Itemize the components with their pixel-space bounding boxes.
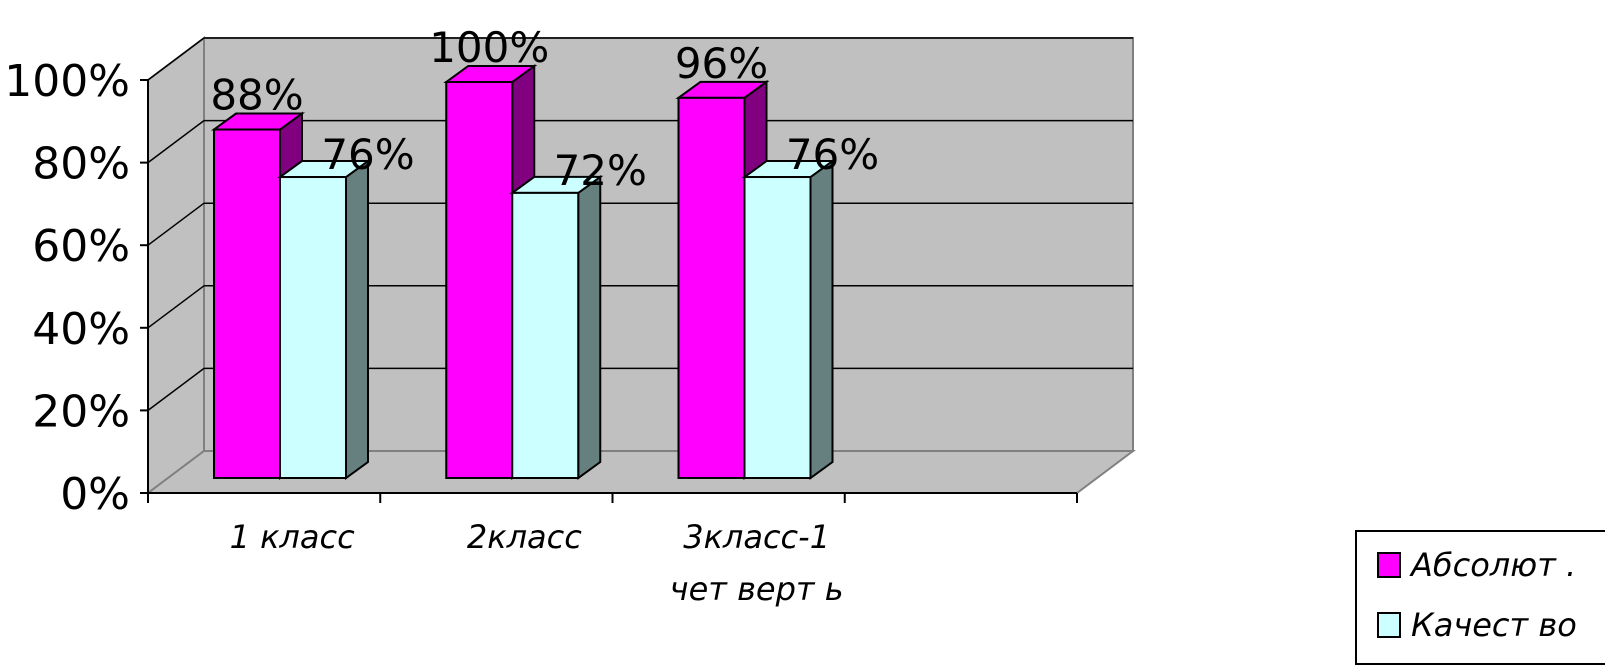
x-tick-label: 3класс-1	[683, 518, 830, 556]
gridline-side	[147, 119, 205, 164]
gridline-side	[147, 202, 205, 246]
y-tick-label: 40%	[32, 304, 130, 355]
data-label: 96%	[675, 39, 768, 88]
gridline-side	[147, 367, 205, 411]
data-labels: 88% 76% 100% 72% 96% 76%	[210, 23, 879, 195]
data-label: 100%	[429, 23, 549, 72]
y-tick-label: 100%	[4, 56, 130, 107]
legend-item-absolute: Абсолют .	[1377, 546, 1576, 584]
y-tick-label: 20%	[32, 386, 130, 437]
x-tick-label: 2класс	[467, 518, 582, 556]
y-axis: 0% 20% 40% 60% 80% 100%	[4, 37, 1133, 520]
bar-front	[743, 176, 812, 479]
legend-swatch-quality	[1377, 612, 1401, 638]
legend: Абсолют . Качест во	[1355, 530, 1605, 665]
data-label: 76%	[786, 130, 879, 179]
x-tick-label: чет верт ь	[670, 570, 844, 608]
bar-side	[809, 159, 834, 480]
legend-label-absolute: Абсолют .	[1411, 546, 1577, 584]
bar-front	[279, 176, 347, 479]
gridline-side	[147, 285, 205, 329]
legend-swatch-absolute	[1377, 552, 1401, 578]
side-wall	[147, 36, 205, 495]
x-tick-label: 1 класс	[230, 518, 356, 556]
bar-side	[577, 174, 602, 480]
legend-label-quality: Качест во	[1411, 606, 1577, 644]
bar-front	[213, 128, 281, 480]
bar-quality-2	[509, 174, 604, 480]
y-tick-label: 0%	[60, 469, 130, 520]
bar-quality-3	[741, 159, 836, 480]
x-axis: 1 класс 2класс 3класс-1 чет верт ь	[147, 492, 1078, 608]
data-label: 76%	[321, 130, 414, 179]
data-label: 72%	[554, 146, 647, 195]
bar-front	[445, 81, 514, 479]
data-label: 88%	[210, 71, 303, 120]
bar-front	[511, 191, 580, 479]
y-tick-label: 60%	[32, 221, 130, 272]
bars	[210, 64, 836, 480]
bar-side	[345, 159, 369, 480]
gridline-side	[147, 37, 205, 81]
legend-item-quality: Качест во	[1377, 606, 1577, 644]
bar-front	[677, 96, 746, 479]
bar-quality-1	[276, 159, 372, 480]
y-tick-label: 80%	[32, 139, 130, 190]
